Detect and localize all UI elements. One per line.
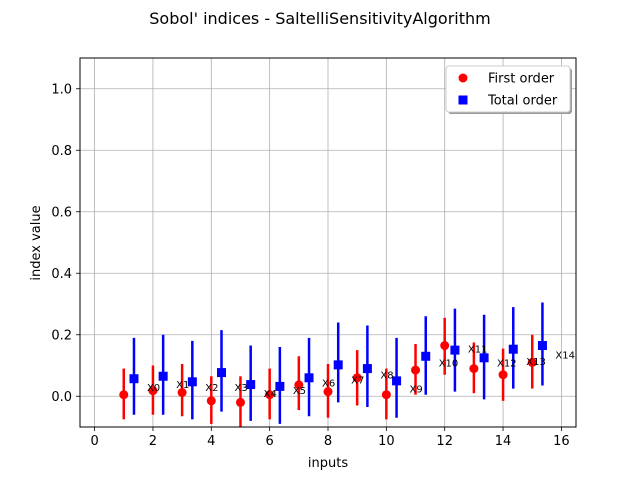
total-order-legend-marker: [458, 95, 468, 105]
total-order-point: [333, 360, 343, 370]
first-order-point: [294, 380, 304, 390]
input-annotation: X12: [497, 358, 517, 369]
total-order-point: [421, 351, 431, 361]
y-axis-label: index value: [29, 205, 44, 280]
first-order-point: [206, 396, 216, 406]
x-tick-label: 10: [378, 434, 395, 449]
total-order-point: [450, 345, 460, 355]
total-order-point: [362, 364, 372, 374]
x-tick-label: 14: [495, 434, 512, 449]
first-order-point: [498, 370, 508, 380]
input-annotation: X3: [234, 383, 247, 394]
total-order-point: [158, 371, 168, 381]
first-order-point: [235, 397, 245, 407]
first-order-legend-marker: [458, 73, 468, 83]
first-order-point: [352, 373, 362, 383]
annotation-layer: X0 X1 X2 X3 X4 X5 X6 X7 X8 X9 X10 X11 X12 X13 X14: [147, 345, 575, 401]
y-tick-label: 0.4: [51, 267, 72, 282]
total-order-point: [508, 344, 518, 354]
y-tick-label: 0.0: [51, 390, 72, 405]
total-order-point: [187, 377, 197, 387]
total-order-point: [392, 376, 402, 386]
total-order-point: [275, 381, 285, 391]
input-annotation: X1: [176, 380, 189, 391]
total-order-point: [537, 341, 547, 351]
first-order-point: [323, 387, 333, 397]
legend-box: [445, 65, 571, 113]
input-annotation: X9: [410, 385, 423, 396]
input-annotation: X10: [439, 358, 459, 369]
first-order-point: [177, 388, 187, 398]
first-order-point: [411, 365, 421, 375]
first-order-point: [119, 390, 129, 400]
input-annotation: X6: [322, 378, 335, 389]
input-annotation: X2: [205, 383, 218, 394]
x-tick-label: 16: [553, 434, 570, 449]
tick-layer: 0 2 4 6 8 10 12 14 16 0.0 0.2 0.4 0.6 0.8 1.0: [51, 82, 569, 449]
x-tick-label: 4: [207, 434, 215, 449]
x-tick-label: 0: [90, 434, 98, 449]
first-order-legend-label: First order: [488, 72, 555, 87]
input-annotation: X0: [147, 383, 160, 394]
first-order-point: [440, 341, 450, 351]
input-annotation: X11: [468, 345, 488, 356]
input-annotation: X5: [293, 386, 306, 397]
total-order-point: [304, 373, 314, 383]
x-tick-label: 12: [436, 434, 453, 449]
input-annotation: X14: [555, 351, 575, 362]
first-order-point: [148, 386, 158, 396]
legend: First order Total order: [445, 65, 572, 114]
input-annotation: X4: [264, 389, 277, 400]
data-layer: [119, 302, 547, 427]
y-tick-label: 0.8: [51, 144, 72, 159]
total-order-point: [129, 374, 139, 384]
x-tick-label: 6: [266, 434, 274, 449]
x-axis-label: inputs: [308, 456, 348, 471]
y-tick-label: 0.2: [51, 328, 72, 343]
total-order-point: [217, 368, 227, 378]
first-order-point: [527, 357, 537, 367]
total-order-point: [479, 353, 489, 363]
first-order-point: [381, 390, 391, 400]
x-tick-label: 2: [149, 434, 157, 449]
input-annotation: X8: [380, 371, 393, 382]
total-order-legend-label: Total order: [487, 94, 558, 109]
first-order-point: [469, 364, 479, 374]
x-tick-label: 8: [324, 434, 332, 449]
y-tick-label: 1.0: [51, 82, 72, 97]
chart-title: Sobol' indices - SaltelliSensitivityAlgo…: [149, 9, 490, 28]
input-annotation: X7: [351, 375, 364, 386]
input-annotation: X13: [526, 357, 546, 368]
total-order-point: [246, 380, 256, 390]
first-order-point: [265, 390, 275, 400]
y-tick-label: 0.6: [51, 205, 72, 220]
